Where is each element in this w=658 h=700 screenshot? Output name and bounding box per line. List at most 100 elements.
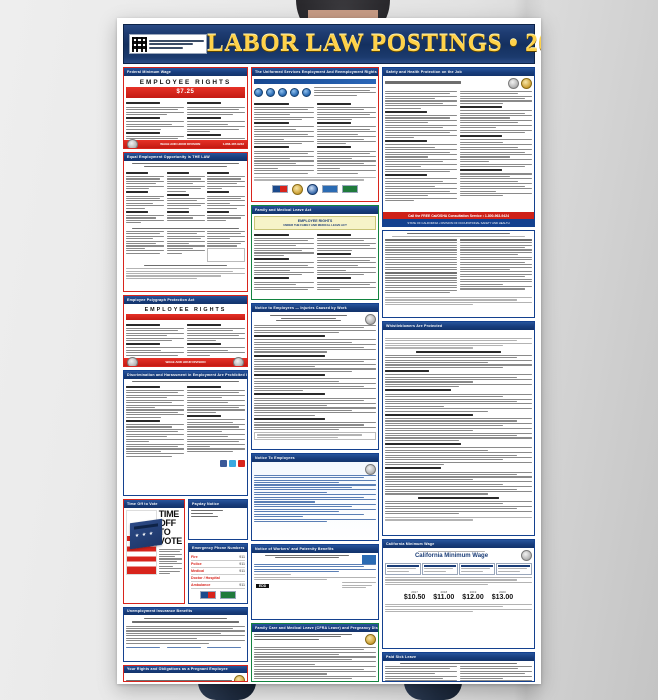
panel-family-medical-leave-act[interactable]: Family and Medical Leave Act EMPLOYEE RI… [251,205,379,300]
panel-osha-offices[interactable] [382,230,535,318]
panel-title: Federal Minimum Wage [124,68,247,76]
subheading [254,122,289,125]
panel-body [189,508,247,539]
subheading [385,110,427,113]
panel-unemployment-insurance-benefits[interactable]: Unemployment Insurance Benefits [123,606,248,662]
rate-value: $13.00 [491,593,514,601]
subheading [316,122,351,125]
dol-seal-icon [127,138,138,148]
panel-notice-workers-paternity-benefits[interactable]: Notice of Workers' and Paternity Benefit… [251,544,379,620]
subheading [126,131,160,134]
panel-notice-to-employees[interactable]: Notice To Employees [251,453,379,541]
table-row: Fire 911 [191,554,245,561]
youtube-icon[interactable] [238,459,245,467]
subheading [254,354,325,357]
subheading [187,134,221,137]
social-icons[interactable] [126,458,245,467]
panel-safety-health-protection[interactable]: Safety and Health Protection on the Job [382,67,535,227]
panel-cfra-pregnancy-disability[interactable]: Family Care and Medical Leave (CFRA Leav… [251,623,379,682]
panel-payday-notice[interactable]: Payday Notice [188,499,248,540]
logo-icon [342,185,358,194]
panel-notice-injuries-caused-by-work[interactable]: Notice to Employees — Injuries Caused by… [251,303,379,450]
subheading [385,174,427,177]
minimum-wage-band: $7.25 [126,86,245,99]
table-row: Police 911 [191,561,245,568]
panel-body: California Minimum Wage 2017 [383,548,534,648]
three-col-text-lower [126,230,245,263]
minimum-wage-rate: $7.25 [176,88,195,95]
panel-equal-employment-opportunity[interactable]: Equal Employment Opportunity is THE LAW [123,152,248,292]
vote-headline-1: TIME OFF [158,508,180,528]
callout-box [254,431,376,441]
subheading [126,385,160,388]
subheading [254,374,325,377]
three-col-text [126,170,245,225]
subheading [187,343,221,346]
userra-header-strip [254,79,376,85]
panel-body [383,231,534,317]
subheading [254,393,325,396]
panel-title: Notice To Employees [252,454,378,462]
panel-title: Paid Sick Leave [383,653,534,661]
panel-body: TIME OFF TO VOTE [124,508,184,578]
minimum-wage-table [385,562,532,576]
question-heading [385,413,474,416]
subheading [187,385,221,388]
panel-paid-sick-leave[interactable]: Paid Sick Leave [382,652,535,682]
subheading [126,419,160,422]
emergency-value: 911 [239,568,245,573]
panel-body [252,461,378,540]
subheading [254,258,289,261]
branch-icon [266,87,275,97]
logo-icon [220,590,236,599]
subheading [316,233,351,236]
panel-userra[interactable]: The Uniformed Services Employment And Re… [251,67,379,202]
panel-whistleblowers-are-protected[interactable]: Whistleblowers Are Protected [382,321,535,536]
panel-pregnant-employee-rights[interactable]: Your Rights and Obligations as a Pregnan… [123,664,248,682]
seal-icon [307,183,318,195]
panel-body [124,673,247,681]
panel-emergency-phone-numbers[interactable]: Emergency Phone Numbers Fire 911 Police … [188,543,248,604]
panel-body: EMPLOYEE RIGHTS UNDER THE FAMILY AND MED… [252,214,378,299]
product-number-badge [129,34,207,54]
panel-title: Equal Employment Opportunity is THE LAW [124,153,247,161]
panel-california-minimum-wage[interactable]: California Minimum Wage California Minim… [382,539,535,649]
service-branch-icons [254,86,311,99]
panel-title: Payday Notice [189,500,247,508]
office-tables [385,239,532,294]
subheading [316,146,351,149]
agency-logos [191,589,245,601]
rate-year: 2020 [499,589,506,594]
page-title: LABOR LAW POSTINGS • 2018 [207,30,541,57]
employee-rights-banner: EMPLOYEE RIGHTS [139,78,232,86]
panel-federal-minimum-wage[interactable]: Federal Minimum Wage EMPLOYEE RIGHTS $7.… [123,67,248,149]
twitter-icon[interactable] [229,459,236,467]
facebook-icon[interactable] [220,459,227,467]
qr-code-icon [132,36,147,52]
panel-title: Notice to Employees — Injuries Caused by… [252,304,378,312]
rate-value: $10.50 [403,593,426,601]
panel-discrimination-harassment[interactable]: Discrimination and Harassment in Employm… [123,370,248,496]
osha-seal-icon [508,77,519,89]
panel-body: EDD [252,553,378,619]
panel-title: Employee Polygraph Protection Act [124,296,247,304]
two-col-text [126,322,245,357]
rate-year: 2019 [469,589,477,594]
dol-seal-icon [127,356,138,366]
payday-emergency-stack: Payday Notice Emergency Phone Numbers [188,499,248,604]
emergency-value: 911 [239,561,245,566]
logo-icon [322,185,338,194]
rate-cell: 2019 $12.00 [462,590,483,601]
logo-icon [272,185,288,194]
subheading [385,140,427,143]
panel-employee-polygraph-protection-act[interactable]: Employee Polygraph Protection Act EMPLOY… [123,295,248,367]
hotline-heading [418,496,499,499]
panel-title: Notice of Workers' and Paternity Benefit… [252,545,378,553]
panel-title: Discrimination and Harassment in Employm… [124,371,247,379]
flag-stripes-graphic [126,509,162,576]
panel-body [124,161,247,291]
labor-law-poster[interactable]: LABOR LAW POSTINGS • 2018 Federal Minimu… [117,18,541,684]
subheading [126,191,149,194]
subheading [126,171,149,174]
panel-time-off-to-vote[interactable]: Time Off to Vote TIME OFF TO VOTE [123,499,185,604]
